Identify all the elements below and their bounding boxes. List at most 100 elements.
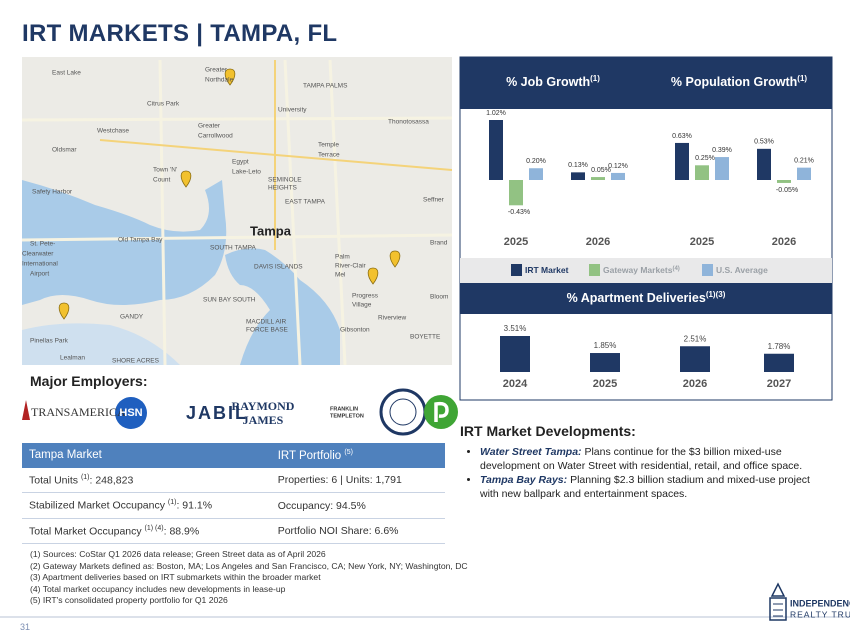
- bar: [680, 346, 710, 372]
- employer-logo: TRANSAMERICA: [31, 405, 126, 419]
- chart-title: % Job Growth(1): [506, 74, 600, 89]
- legend-swatch: [589, 264, 600, 276]
- logo-publix-mark: [434, 401, 449, 422]
- cell-text: Properties: 6 | Units: 1,791: [277, 474, 402, 487]
- developments: IRT Market Developments: Water Street Ta…: [460, 423, 830, 501]
- cell-text: Occupancy: 94.5%: [277, 499, 366, 512]
- map-label: Oldsmar: [52, 147, 77, 154]
- map-label: Tampa: [250, 223, 292, 238]
- map-label: River-Clair: [335, 263, 367, 270]
- map-label: International: [22, 261, 58, 268]
- map-label: Lake-Leto: [232, 169, 261, 176]
- x-tick-label: 2025: [504, 236, 528, 248]
- logo-icon: [22, 400, 30, 420]
- data-label: 0.53%: [754, 139, 774, 146]
- bar: [797, 167, 811, 180]
- data-label: 0.39%: [712, 147, 732, 154]
- x-tick-label: 2026: [772, 236, 796, 248]
- table-cell: Portfolio NOI Share: 6.6%: [270, 518, 445, 545]
- footnote: (1) Sources: CoStar Q1 2026 data release…: [30, 549, 326, 559]
- map-label: Riverview: [378, 315, 406, 322]
- logo-publix: [424, 395, 458, 429]
- table-row: Total Units (1): 248,823 Properties: 6 | …: [22, 467, 445, 494]
- data-label: 0.20%: [526, 158, 546, 165]
- cell-text: Total Units: [29, 474, 81, 487]
- employer-logo: JABIL: [186, 403, 248, 423]
- map-label: Mel: [335, 272, 346, 279]
- map-label: Count: [153, 177, 171, 184]
- map-label: TAMPA PALMS: [303, 83, 348, 90]
- map-pin: [224, 68, 236, 86]
- bar: [500, 336, 530, 372]
- chart-title-text: % Job Growth: [506, 75, 590, 89]
- cell-value: : 88.9%: [163, 525, 200, 538]
- company-logo: REALTY TRUST: [790, 609, 850, 619]
- map-pin: [58, 302, 70, 320]
- bar: [764, 353, 794, 372]
- map-label: DAVIS ISLANDS: [254, 264, 303, 271]
- company-logo: INDEPENDENCE: [790, 598, 850, 608]
- chart-title-note: (1)(3): [706, 290, 726, 299]
- bar: [695, 165, 709, 180]
- legend-note: (4): [672, 266, 679, 272]
- logo-seal: [379, 388, 427, 436]
- employer-logo: RAYMOND: [232, 399, 295, 413]
- cell-text: Portfolio NOI Share: 6.6%: [277, 525, 399, 538]
- map-pin: [180, 170, 192, 188]
- x-tick-label: 2025: [593, 378, 617, 390]
- development-lead: Tampa Bay Rays:: [480, 474, 568, 486]
- data-label: -0.05%: [776, 187, 798, 194]
- data-label: 3.51%: [504, 324, 527, 333]
- company-logo-icon: [769, 582, 787, 621]
- map: [22, 57, 452, 365]
- map-label: SUN BAY SOUTH: [203, 297, 256, 304]
- x-tick-label: 2024: [503, 378, 528, 390]
- table-cell: Total Units (1): 248,823: [22, 467, 271, 494]
- page-number: 31: [20, 622, 31, 632]
- map-label: Terrace: [318, 152, 340, 159]
- development-lead: Water Street Tampa:: [480, 446, 582, 458]
- deliveries-header: [460, 283, 832, 314]
- cell-note: (5): [344, 449, 353, 456]
- cell-value: : 91.1%: [176, 499, 213, 512]
- map-pin: [367, 267, 379, 285]
- cell-note: (1): [167, 499, 177, 507]
- table-header: Tampa Market: [22, 443, 271, 468]
- footnote: (5) IRT's consolidated property portfoli…: [30, 595, 228, 606]
- data-label: 1.02%: [486, 110, 506, 117]
- map-label: Clearwater: [22, 251, 54, 258]
- map-label: Carrollwood: [198, 133, 233, 140]
- legend-text: U.S. Average: [716, 265, 768, 275]
- table-cell: Properties: 6 | Units: 1,791: [270, 467, 445, 494]
- map-label: Seffner: [423, 197, 445, 204]
- development-item: Water Street Tampa: Plans continue for t…: [480, 445, 830, 473]
- growth-header: [460, 57, 832, 109]
- development-text: Plans continue for the $3 billion mixed-…: [480, 446, 803, 472]
- map-label: East Lake: [52, 70, 81, 77]
- bar: [509, 180, 523, 206]
- legend-label: Gateway Markets(4): [603, 265, 680, 275]
- cell-text: IRT Portfolio: [277, 449, 345, 462]
- table-cell: Stabilized Market Occupancy (1): 91.1%: [22, 492, 271, 519]
- bar: [715, 157, 729, 180]
- development-text: Planning $2.3 billion stadium and mixed-…: [480, 474, 810, 500]
- bar: [489, 120, 503, 180]
- map-label: Town 'N': [153, 167, 177, 174]
- map-label: Old Tampa Bay: [118, 237, 163, 244]
- bar: [675, 142, 689, 180]
- legend-swatch: [511, 264, 522, 276]
- bar: [529, 168, 543, 180]
- table-cell: Total Market Occupancy (1) (4): 88.9%: [22, 518, 271, 545]
- map-label: Thonotosassa: [388, 119, 429, 126]
- table-header: IRT Portfolio (5): [270, 443, 445, 468]
- x-tick-label: 2026: [683, 378, 707, 390]
- table-cell: Occupancy: 94.5%: [270, 492, 445, 519]
- developments-title: IRT Market Developments:: [460, 423, 636, 439]
- cell-text: Stabilized Market Occupancy: [29, 499, 168, 512]
- data-label: 1.85%: [594, 341, 617, 350]
- x-tick-label: 2025: [690, 236, 714, 248]
- legend-text: Gateway Markets: [603, 265, 673, 275]
- employer-logo: TEMPLETON: [330, 413, 364, 419]
- logo-badge: [115, 397, 147, 429]
